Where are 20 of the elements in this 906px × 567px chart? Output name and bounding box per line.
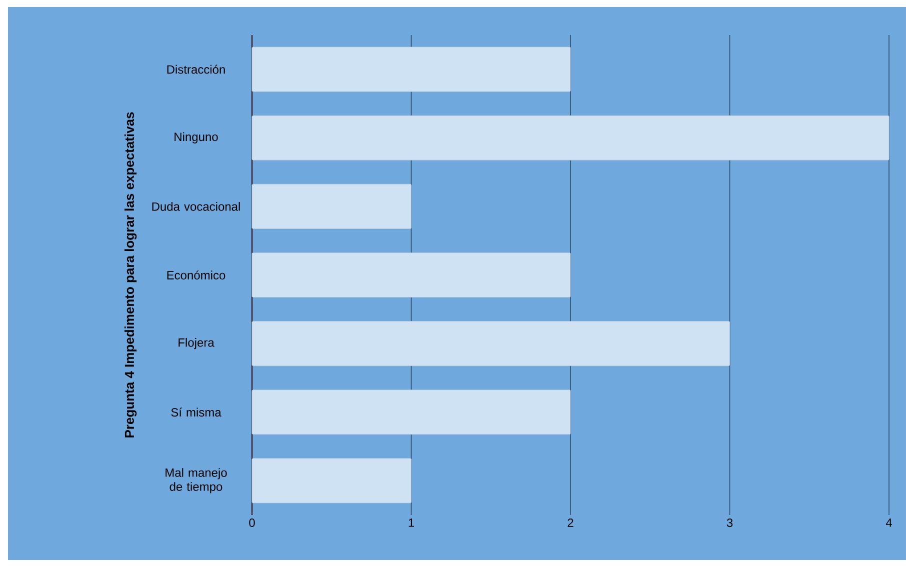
bar [252, 184, 412, 229]
x-tick-label: 2 [568, 518, 574, 527]
y-tick-label: Económico [167, 270, 226, 280]
y-tick-label: Duda vocacional [152, 202, 240, 211]
bar [252, 321, 730, 366]
x-tick-label: 3 [726, 518, 733, 528]
bar [252, 458, 412, 504]
y-axis-title: Pregunta 4 Impedimento para lograr las expectativas [124, 112, 137, 438]
y-tick-label: Sí misma [171, 408, 222, 417]
bar [252, 390, 571, 435]
y-tick-label: Flojera [178, 338, 214, 350]
y-tick-label: Mal manejo de tiempo [166, 468, 227, 494]
x-tick-label: 1 [408, 518, 414, 527]
x-tick-label: 4 [886, 518, 892, 527]
y-tick-label: Ninguno [174, 132, 218, 144]
bar [252, 115, 890, 160]
bar [252, 46, 571, 92]
x-tick-label: 0 [249, 518, 255, 528]
y-tick-label: Distracción [167, 64, 225, 74]
bar [252, 252, 571, 298]
